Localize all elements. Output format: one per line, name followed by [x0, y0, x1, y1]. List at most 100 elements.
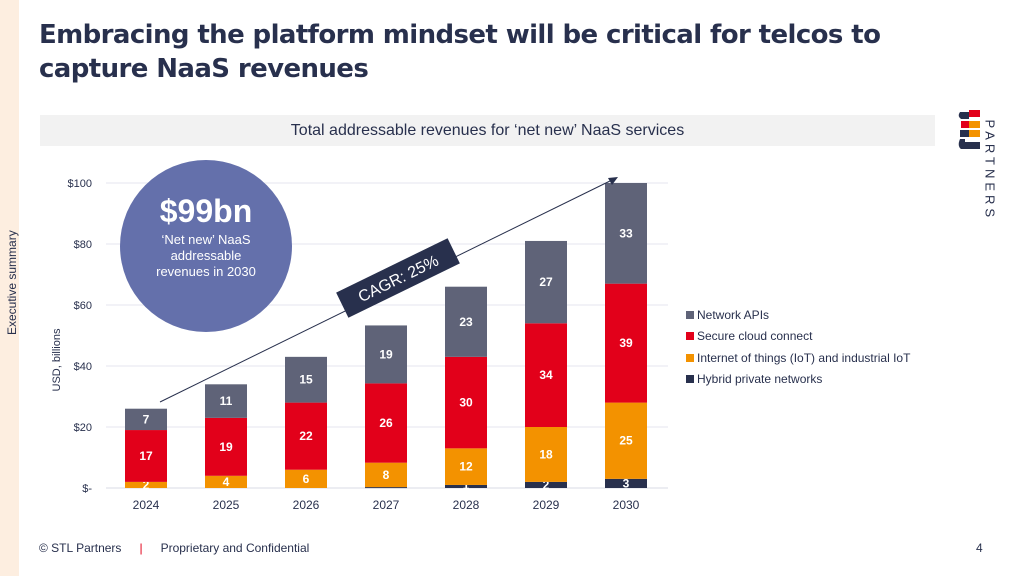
bar-value-label: 6: [303, 472, 310, 486]
callout-value: $99bn: [159, 193, 253, 229]
bar-stack-2027: 8 26 19: [365, 325, 407, 489]
bar-stack-2025: 4 19 11: [205, 384, 247, 489]
bar-value-label: 33: [619, 226, 633, 240]
legend-label: Hybrid private networks: [697, 372, 823, 387]
bar-segment: [205, 475, 247, 488]
bar-segment: [525, 240, 567, 324]
bar-value-label: 8: [383, 468, 390, 482]
bar-value-label: 19: [219, 440, 233, 454]
bar-segment: [445, 286, 487, 357]
bar-segment: [205, 384, 247, 418]
bar-value-label: 7: [143, 412, 150, 426]
arrowhead-icon: [608, 177, 618, 185]
bar-segment: [605, 402, 647, 479]
bar-segment: [365, 325, 407, 384]
bar-stack-2030: 3 25 39 33: [605, 183, 647, 490]
y-tick-label: $80: [74, 239, 92, 251]
y-tick-label: $-: [82, 483, 92, 495]
bar-value-label: 39: [619, 336, 633, 350]
legend-label: Secure cloud connect: [697, 329, 813, 344]
bar-value-label: 11: [220, 394, 233, 408]
bar-value-label: 25: [619, 434, 633, 448]
bar-value-label: 3: [623, 476, 630, 490]
stl-logo-icon: [958, 110, 980, 149]
footer-copyright: © STL Partners: [39, 541, 122, 555]
callout-circle: $99bn ‘Net new’ NaaS addressable revenue…: [120, 160, 292, 332]
legend-item-network-apis: Network APIs: [686, 304, 910, 326]
x-tick-label: 2027: [373, 498, 400, 512]
legend-item-iot: Internet of things (IoT) and industrial …: [686, 347, 910, 369]
y-tick-label: $20: [74, 422, 92, 434]
x-tick-label: 2030: [613, 498, 640, 512]
bar-segment: [125, 481, 167, 488]
callout-description: ‘Net new’ NaaS addressable revenues in 2…: [156, 232, 256, 279]
chart-title: Total addressable revenues for ‘net new’…: [290, 122, 685, 139]
bar-value-label: 22: [299, 429, 313, 443]
bar-value-label: 17: [139, 449, 153, 463]
y-axis-label: USD, billions: [51, 328, 63, 391]
bar-value-label: 2: [143, 478, 150, 492]
page-number: 4: [976, 541, 983, 555]
bar-stack-2026: 6 22 15: [285, 356, 327, 488]
bar-value-label: 34: [539, 368, 553, 382]
bar-value-label: 15: [299, 373, 313, 387]
cagr-badge: CAGR: 25%: [336, 238, 460, 318]
bars: 2 17 7 4 19 11 6 22 15 8 26 19 1 12 30 23 2 18 34 27 3 25 39 33: [125, 183, 647, 492]
bar-value-label: 19: [379, 347, 393, 361]
bar-segment: [285, 356, 327, 403]
bar-segment: [525, 427, 567, 482]
bar-segment: [365, 383, 407, 463]
bar-segment: [125, 430, 167, 482]
x-tick-label: 2026: [293, 498, 320, 512]
bar-segment: [205, 417, 247, 476]
legend-swatch: [686, 375, 694, 384]
y-tick-label: $40: [74, 361, 92, 373]
bar-value-label: 23: [459, 315, 473, 329]
footer: © STL Partners | Proprietary and Confident…: [39, 541, 309, 555]
bar-value-label: 1: [463, 478, 470, 492]
bar-segment: [285, 402, 327, 470]
x-tick-label: 2024: [133, 498, 160, 512]
y-tick-label: $60: [74, 300, 92, 312]
bar-segment: [525, 481, 567, 488]
bar-segment: [445, 356, 487, 449]
x-tick-labels: 2024 2025 2026 2027 2028 2029 2030: [133, 498, 640, 512]
bar-stack-2028: 1 12 30 23: [445, 286, 487, 492]
section-sidebar: [0, 0, 19, 576]
bar-segment: [605, 183, 647, 284]
y-tick-label: $100: [68, 178, 92, 190]
bar-segment: [605, 283, 647, 403]
chart-legend: Network APIs Secure cloud connect Intern…: [686, 304, 910, 390]
legend-swatch: [686, 310, 694, 319]
bar-stack-2024: 2 17 7: [125, 408, 167, 492]
bar-stack-2029: 2 18 34 27: [525, 240, 567, 492]
bar-segment: [605, 478, 647, 488]
bar-segment: [125, 408, 167, 431]
legend-label: Internet of things (IoT) and industrial …: [697, 350, 911, 365]
slide-title: Embracing the platform mindset will be c…: [39, 20, 881, 84]
bar-value-label: 4: [223, 475, 230, 489]
footer-separator: |: [139, 541, 143, 555]
legend-swatch: [686, 353, 694, 362]
bar-segment: [285, 469, 327, 488]
y-tick-labels: $- $20 $40 $60 $80 $100: [68, 178, 93, 495]
x-tick-label: 2025: [213, 498, 240, 512]
x-tick-label: 2028: [453, 498, 480, 512]
bar-segment: [365, 487, 407, 489]
bar-segment: [365, 462, 407, 488]
bar-value-label: 27: [539, 275, 553, 289]
x-tick-label: 2029: [533, 498, 560, 512]
bar-segment: [445, 448, 487, 485]
legend-item-secure-cloud: Secure cloud connect: [686, 326, 910, 348]
bar-value-label: 2: [543, 478, 550, 492]
bar-value-label: 18: [539, 447, 553, 461]
bar-segment: [525, 323, 567, 427]
bar-value-label: 12: [459, 460, 473, 474]
bar-value-label: 26: [379, 416, 393, 430]
footer-confidential: Proprietary and Confidential: [160, 541, 310, 555]
chart-title-bar: Total addressable revenues for ‘net new’…: [40, 115, 935, 146]
legend-swatch: [686, 332, 694, 341]
legend-item-hybrid-private: Hybrid private networks: [686, 369, 910, 391]
bar-value-label: 30: [459, 396, 473, 410]
